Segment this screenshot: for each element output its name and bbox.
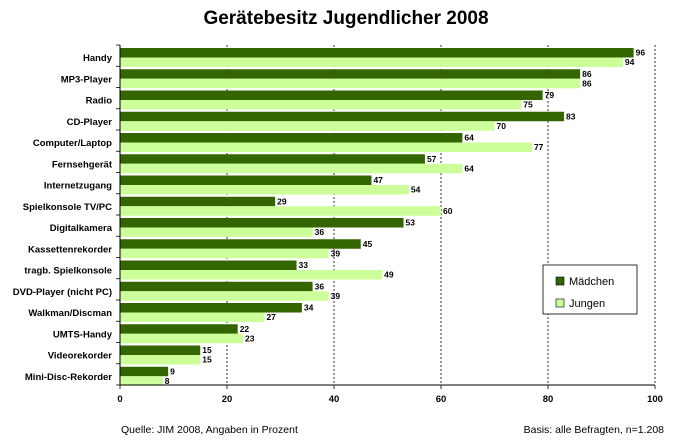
category-label-umts-handy: UMTS-Handy — [53, 329, 113, 340]
category-label-tragb-spielkonsole: tragb. Spielkonsole — [24, 266, 112, 277]
x-tick-label-20: 20 — [222, 394, 233, 405]
value-label-maedchen-digitalkamera: 53 — [406, 218, 416, 228]
bar-maedchen-dvd-player-nicht-pc — [120, 281, 313, 292]
bar-maedchen-umts-handy — [120, 324, 238, 334]
bar-jungen-umts-handy — [120, 333, 244, 344]
value-label-jungen-fernsehger-t: 64 — [464, 163, 474, 173]
bar-jungen-radio — [120, 100, 522, 110]
bar-jungen-handy — [120, 57, 623, 67]
x-tick-label-80: 80 — [543, 394, 554, 405]
value-label-jungen-walkman-discman: 27 — [266, 312, 276, 322]
value-label-maedchen-cd-player: 83 — [566, 111, 576, 121]
x-tick-label-40: 40 — [329, 394, 340, 405]
legend-swatch-jungen — [555, 298, 565, 308]
bar-jungen-internetzugang — [120, 185, 409, 195]
bar-jungen-kassettenrekorder — [120, 248, 329, 259]
value-label-maedchen-radio: 79 — [545, 90, 555, 100]
legend-label-jungen: Jungen — [569, 298, 605, 310]
bar-jungen-digitalkamera — [120, 227, 313, 237]
category-label-computer-laptop: Computer/Laptop — [33, 138, 112, 149]
category-label-digitalkamera: Digitalkamera — [50, 223, 113, 234]
value-label-jungen-mini-disc-rekorder: 8 — [165, 376, 170, 386]
bar-maedchen-fernsehger-t — [120, 154, 425, 164]
category-label-videorekorder: Videorekorder — [48, 351, 113, 362]
chart-title: Gerätebesitz Jugendlicher 2008 — [203, 8, 488, 29]
category-label-walkman-discman: Walkman/Discman — [28, 308, 112, 319]
category-label-internetzugang: Internetzugang — [44, 181, 112, 192]
bar-maedchen-cd-player — [120, 111, 565, 122]
bar-jungen-mp3-player — [120, 78, 581, 89]
bar-jungen-tragb-spielkonsole — [120, 270, 383, 280]
legend-label-maedchen: Mädchen — [569, 276, 614, 288]
bar-maedchen-kassettenrekorder — [120, 239, 361, 249]
source-note: Quelle: JIM 2008, Angaben in Prozent — [121, 424, 298, 436]
category-label-kassettenrekorder: Kassettenrekorder — [28, 244, 112, 255]
value-label-maedchen-fernsehger-t: 57 — [427, 154, 437, 164]
bar-maedchen-handy — [120, 48, 634, 58]
value-label-maedchen-dvd-player-nicht-pc: 36 — [315, 281, 325, 291]
category-label-fernsehger-t: Fernsehgerät — [52, 159, 113, 170]
bar-jungen-cd-player — [120, 121, 495, 131]
bar-maedchen-internetzugang — [120, 175, 372, 185]
value-label-jungen-digitalkamera: 36 — [315, 227, 325, 237]
category-label-radio: Radio — [86, 96, 113, 107]
bar-maedchen-computer-laptop — [120, 133, 463, 143]
bar-jungen-computer-laptop — [120, 142, 532, 152]
bar-maedchen-videorekorder — [120, 345, 201, 355]
value-label-maedchen-tragb-spielkonsole: 33 — [299, 260, 309, 270]
bar-jungen-mini-disc-rekorder — [120, 376, 163, 386]
bar-jungen-walkman-discman — [120, 312, 265, 322]
value-label-jungen-computer-laptop: 77 — [534, 142, 544, 152]
bar-maedchen-radio — [120, 90, 543, 100]
bar-maedchen-walkman-discman — [120, 303, 302, 313]
value-label-jungen-handy: 94 — [625, 57, 635, 67]
x-tick-label-60: 60 — [436, 394, 447, 405]
value-label-jungen-umts-handy: 23 — [245, 333, 255, 343]
value-label-maedchen-spielkonsole-tv-pc: 29 — [277, 196, 287, 206]
legend-swatch-maedchen — [555, 276, 565, 286]
x-tick-label-0: 0 — [117, 394, 122, 405]
bar-jungen-spielkonsole-tv-pc — [120, 206, 441, 216]
bar-jungen-fernsehger-t — [120, 163, 463, 174]
value-label-jungen-dvd-player-nicht-pc: 39 — [331, 291, 341, 301]
value-label-jungen-kassettenrekorder: 39 — [331, 248, 341, 258]
value-label-jungen-internetzugang: 54 — [411, 185, 421, 195]
category-label-dvd-player-nicht-pc: DVD-Player (nicht PC) — [13, 287, 112, 298]
category-label-handy: Handy — [83, 53, 113, 64]
value-label-jungen-mp3-player: 86 — [582, 78, 592, 88]
bar-maedchen-tragb-spielkonsole — [120, 260, 297, 270]
value-label-jungen-tragb-spielkonsole: 49 — [384, 270, 394, 280]
bar-maedchen-digitalkamera — [120, 218, 404, 228]
bar-jungen-dvd-player-nicht-pc — [120, 291, 329, 301]
bar-jungen-videorekorder — [120, 355, 201, 365]
value-label-maedchen-mp3-player: 86 — [582, 69, 592, 79]
category-label-cd-player: CD-Player — [67, 117, 113, 128]
value-label-maedchen-internetzugang: 47 — [373, 175, 383, 185]
value-label-jungen-radio: 75 — [523, 100, 533, 110]
value-label-jungen-videorekorder: 15 — [202, 355, 212, 365]
basis-note: Basis: alle Befragten, n=1.208 — [523, 424, 664, 436]
bar-maedchen-mini-disc-rekorder — [120, 366, 169, 377]
value-label-maedchen-videorekorder: 15 — [202, 345, 212, 355]
value-label-maedchen-computer-laptop: 64 — [464, 133, 474, 143]
value-label-jungen-spielkonsole-tv-pc: 60 — [443, 206, 453, 216]
bar-maedchen-mp3-player — [120, 69, 581, 79]
value-label-jungen-cd-player: 70 — [497, 121, 507, 131]
category-label-mp3-player: MP3-Player — [61, 74, 113, 85]
value-label-maedchen-kassettenrekorder: 45 — [363, 239, 373, 249]
value-label-maedchen-walkman-discman: 34 — [304, 303, 314, 313]
value-label-maedchen-umts-handy: 22 — [240, 324, 250, 334]
category-label-mini-disc-rekorder: Mini-Disc-Rekorder — [25, 372, 112, 383]
value-label-maedchen-handy: 96 — [636, 48, 646, 58]
category-label-spielkonsole-tv-pc: Spielkonsole TV/PC — [23, 202, 112, 213]
x-tick-label-100: 100 — [647, 394, 663, 405]
value-label-maedchen-mini-disc-rekorder: 9 — [170, 366, 175, 376]
bar-maedchen-spielkonsole-tv-pc — [120, 196, 276, 207]
legend: Mädchen Jungen — [542, 264, 638, 315]
